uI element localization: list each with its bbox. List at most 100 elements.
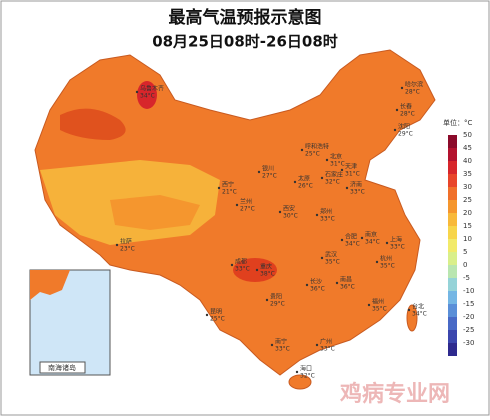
hot-spot: [137, 81, 157, 109]
hot-spot: [233, 258, 277, 282]
city-temp: 26°C: [298, 183, 313, 190]
city-name: 合肥: [345, 233, 357, 241]
city-dot: [385, 241, 389, 245]
city-name: 台北: [412, 303, 424, 311]
legend-swatch: [448, 226, 457, 239]
city-temp: 28°C: [400, 111, 415, 118]
city-temp: 25°C: [305, 151, 320, 158]
legend-tick-label: 25: [463, 196, 472, 204]
city-dot: [295, 370, 299, 374]
city-name: 上海: [390, 236, 402, 244]
inset-land: [30, 270, 70, 300]
legend-swatch: [448, 161, 457, 174]
city-name: 南昌: [340, 276, 352, 284]
title: 最高气温预报示意图: [169, 7, 322, 28]
city-dot: [115, 243, 119, 247]
city-name: 重庆: [260, 263, 272, 271]
legend-tick-label: 20: [463, 209, 472, 217]
city-name: 沈阳: [398, 123, 410, 131]
inset-label-box: [39, 361, 86, 374]
city-temp: 32°C: [300, 373, 315, 380]
city-dot: [270, 343, 274, 347]
city-dot: [335, 281, 339, 285]
china-map: [34, 49, 436, 390]
hainan: [288, 374, 312, 390]
city-dot: [340, 238, 344, 242]
city-dot: [340, 168, 344, 172]
city-name: 北京: [330, 153, 342, 161]
city-temp: 31°C: [345, 171, 360, 178]
legend-tick-label: -25: [463, 326, 474, 334]
city-name: 乌鲁木齐: [140, 85, 164, 93]
city-dot: [360, 236, 364, 240]
city-dot: [205, 313, 209, 317]
city-dot: [395, 108, 399, 112]
city-dot: [257, 170, 261, 174]
city-temp: 21°C: [222, 189, 237, 196]
city-temp: 35°C: [325, 259, 340, 266]
legend-swatch: [448, 252, 457, 265]
city-name: 长沙: [310, 278, 322, 286]
city-temp: 33°C: [320, 216, 335, 223]
legend-tick-label: -15: [463, 300, 474, 308]
city-dot: [400, 86, 404, 90]
city-name: 太原: [298, 175, 310, 183]
legend-tick-label: 30: [463, 183, 472, 191]
city-name: 银川: [262, 165, 274, 173]
legend-tick-label: 40: [463, 157, 472, 165]
legend-swatch: [448, 213, 457, 226]
city-dot: [230, 263, 234, 267]
city-name: 海口: [300, 365, 312, 373]
city-dot: [265, 298, 269, 302]
inset-label: 南海诸岛: [48, 363, 76, 372]
legend-tick-label: 0: [463, 261, 467, 269]
city-temp: 33°C: [320, 346, 335, 353]
city-dot: [315, 213, 319, 217]
city-name: 石家庄: [325, 171, 343, 179]
legend-swatch: [448, 343, 457, 356]
city-name: 南宁: [275, 338, 287, 346]
city-temp: 23°C: [120, 246, 135, 253]
city-name: 杭州: [380, 255, 392, 263]
city-name: 西宁: [222, 181, 234, 189]
city-dot: [407, 308, 411, 312]
legend-tick-label: -5: [463, 274, 470, 282]
city-dot: [135, 90, 139, 94]
city-dot: [293, 180, 297, 184]
city-temp: 34°C: [140, 93, 155, 100]
city-temp: 35°C: [372, 306, 387, 313]
legend-swatch: [448, 187, 457, 200]
city-temp: 33°C: [235, 266, 250, 273]
legend-swatch: [448, 174, 457, 187]
city-dot: [300, 148, 304, 152]
legend-unit: 单位：°C: [443, 118, 472, 127]
city-temp: 25°C: [210, 316, 225, 323]
city-temp: 32°C: [325, 179, 340, 186]
legend-tick-label: 35: [463, 170, 472, 178]
city-dot: [235, 203, 239, 207]
legend-tick-label: -20: [463, 313, 474, 321]
legend-swatch: [448, 239, 457, 252]
city-name: 济南: [350, 181, 362, 189]
legend-swatch: [448, 317, 457, 330]
city-dot: [367, 303, 371, 307]
city-dot: [255, 268, 259, 272]
city-temp: 33°C: [275, 346, 290, 353]
city-dot: [325, 158, 329, 162]
city-name: 呼和浩特: [305, 143, 329, 151]
legend-tick-label: 45: [463, 144, 472, 152]
plateau-inner: [110, 195, 200, 230]
city-name: 昆明: [210, 309, 222, 316]
city-temp: 34°C: [345, 241, 360, 248]
city-name: 贵阳: [270, 293, 282, 301]
city-name: 郑州: [320, 208, 332, 216]
city-name: 武汉: [325, 251, 337, 259]
city-dot: [315, 343, 319, 347]
city-dot: [278, 210, 282, 214]
city-name: 广州: [320, 338, 332, 346]
city-name: 南京: [365, 231, 377, 239]
city-temp: 28°C: [405, 89, 420, 96]
